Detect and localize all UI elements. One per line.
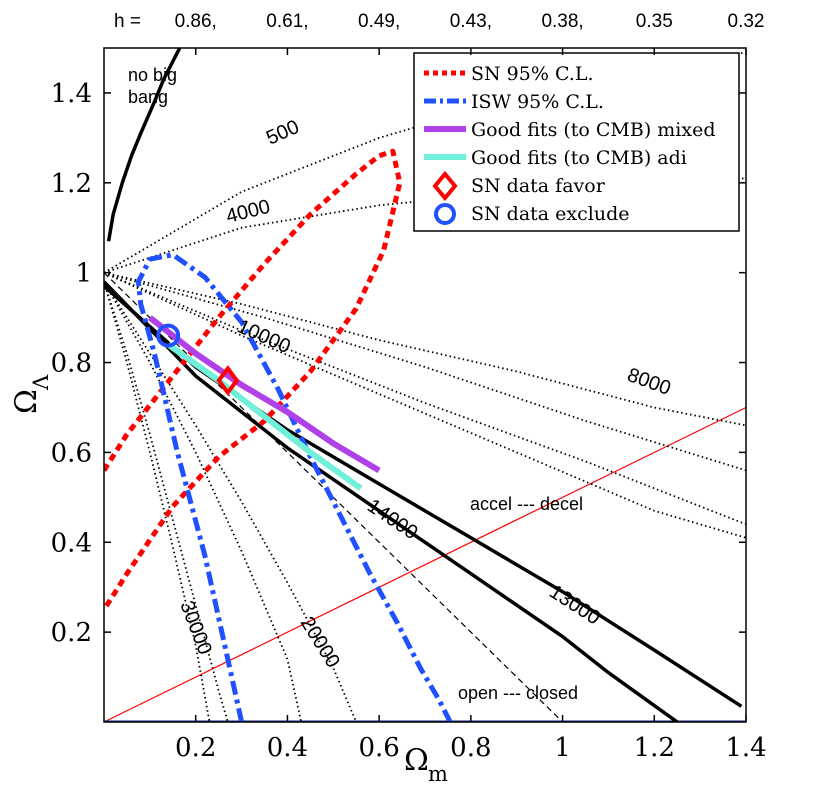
series-good-fits-to-cmb-mixed: [148, 315, 381, 473]
y-tick-label: 0.8: [51, 349, 92, 379]
legend-label-favor: SN data favor: [471, 175, 606, 197]
y-tick-label: 0.4: [51, 528, 92, 558]
plot-frame: [103, 47, 747, 723]
contour-label-20000: 20000: [296, 613, 344, 672]
marker-sn-data-favor: [216, 365, 240, 396]
x-tick-label: 0.2: [175, 733, 216, 763]
x-tick-label: 0.8: [450, 733, 491, 763]
legend-label-mixed: Good fits (to CMB) mixed: [471, 119, 716, 141]
markers: [156, 323, 240, 396]
series-accel-decel-line: [104, 406, 746, 722]
series-good-fits-to-cmb-adi: [166, 342, 363, 491]
series-contour-20000-inner: [104, 281, 303, 722]
top-axis-label: 0.49,: [358, 11, 400, 32]
y-tick-label: 0.2: [51, 618, 92, 648]
y-axis-label-subscript: Λ: [29, 374, 53, 391]
x-tick-label: 1: [554, 733, 571, 763]
x-axis-ticks: 0.2 0.4 0.6 0.8 1 1.2 1.4: [175, 48, 767, 763]
series-contour-30000: [104, 281, 229, 722]
top-axis-label: 0.61,: [266, 11, 308, 32]
plot-area: [104, 48, 746, 722]
legend: SN 95% C.L. ISW 95% C.L. Good fits (to C…: [413, 52, 740, 232]
top-axis-label: 0.35: [636, 11, 673, 32]
top-axis-label: 0.86,: [175, 11, 217, 32]
y-axis-title: Ω Λ: [9, 374, 53, 414]
series-sn-95-c-l: [104, 148, 403, 612]
y-tick-label: 0.6: [51, 438, 92, 468]
top-axis: h = 0.86, 0.61, 0.49, 0.43, 0.38, 0.35 0.32: [114, 11, 764, 32]
y-tick-label: 1.2: [51, 169, 92, 199]
top-axis-prefix: h =: [114, 11, 141, 32]
contour-label-30000: 30000: [175, 598, 215, 658]
x-axis-label-subscript: m: [428, 762, 448, 786]
annotation-open-closed: open --- closed: [458, 683, 578, 703]
y-tick-label: 1: [75, 259, 92, 289]
annotation-no-big: no big: [128, 65, 177, 85]
x-axis-label: Ω: [404, 743, 429, 778]
y-tick-label: 1.4: [51, 79, 92, 109]
top-axis-label: 0.38,: [541, 11, 583, 32]
contour-label-10000: 10000: [234, 315, 294, 358]
x-tick-label: 1.2: [634, 733, 675, 763]
series-contour-dotted-near-10000: [104, 271, 746, 427]
legend-label-isw: ISW 95% C.L.: [471, 91, 604, 113]
top-axis-label: 0.43,: [450, 11, 492, 32]
series-contour-14000: [104, 280, 679, 722]
marker-sn-data-exclude: [156, 323, 181, 348]
x-axis-title: Ω m: [404, 743, 448, 786]
legend-box: [413, 52, 740, 232]
contour-label-4000: 4000: [224, 196, 273, 228]
contour-label-500: 500: [263, 116, 302, 150]
series-no-big-bang-boundary: [106, 48, 182, 242]
y-axis-ticks: 0.2 0.4 0.6 0.8 1 1.2 1.4: [51, 79, 746, 648]
annotations: no big bang accel --- decel open --- clo…: [128, 65, 583, 703]
legend-label-exclude: SN data exclude: [471, 203, 630, 225]
top-axis-label: 0.32: [728, 11, 765, 32]
x-tick-label: 1.4: [725, 733, 766, 763]
series-isw-95-c-l: [135, 252, 453, 722]
x-tick-label: 0.4: [267, 733, 308, 763]
legend-label-sn: SN 95% C.L.: [471, 63, 594, 85]
legend-swatch-exclude-circle: [434, 203, 456, 225]
contour-label-13000: 13000: [545, 581, 604, 630]
series-contour-10000: [104, 271, 746, 539]
legend-swatch-favor-diamond: [432, 170, 458, 202]
annotation-accel-decel: accel --- decel: [470, 494, 583, 514]
annotation-bang: bang: [128, 87, 168, 107]
x-tick-label: 0.6: [358, 733, 399, 763]
series-contour-30000-inner: [104, 281, 211, 722]
contour-label-8000: 8000: [624, 364, 673, 400]
series-contour-8000-lower: [104, 271, 746, 526]
legend-label-adi: Good fits (to CMB) adi: [471, 147, 687, 169]
y-axis-label: Ω: [9, 389, 44, 414]
